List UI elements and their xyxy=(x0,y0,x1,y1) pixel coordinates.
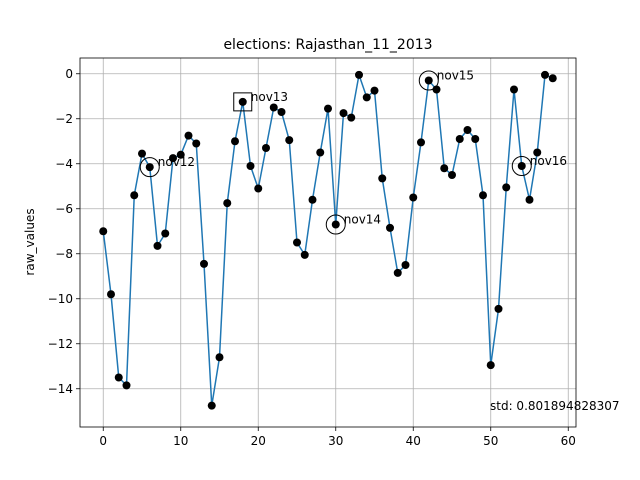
data-point xyxy=(107,290,115,299)
data-point xyxy=(510,85,518,94)
data-point xyxy=(471,135,480,143)
data-point xyxy=(533,148,542,157)
data-point xyxy=(440,164,449,173)
y-tick-label: −6 xyxy=(55,202,73,216)
y-tick-label: −12 xyxy=(48,337,73,351)
data-point xyxy=(207,401,216,410)
data-point xyxy=(409,193,418,202)
data-point xyxy=(378,174,387,183)
series-layer xyxy=(99,70,557,410)
data-point xyxy=(254,184,263,193)
data-point xyxy=(494,304,503,313)
y-tick-label: 0 xyxy=(65,67,73,81)
std-text: std: 0.801894828307 xyxy=(490,399,620,413)
data-point xyxy=(99,227,108,236)
annotation-label: nov14 xyxy=(344,213,381,227)
data-point xyxy=(355,70,363,79)
data-point xyxy=(262,144,270,152)
x-tick-label: 20 xyxy=(251,434,266,448)
data-point xyxy=(246,162,255,170)
data-point xyxy=(300,250,309,259)
data-point xyxy=(293,238,301,247)
series-line xyxy=(102,71,554,406)
annotation-label: nov15 xyxy=(437,69,474,83)
data-point xyxy=(114,373,123,382)
data-point xyxy=(393,268,402,277)
plot-frame xyxy=(79,57,577,428)
data-point xyxy=(269,103,278,112)
x-tick-label: 10 xyxy=(173,434,188,448)
y-tick-label: −10 xyxy=(48,292,73,306)
data-point xyxy=(215,353,224,362)
data-point xyxy=(316,148,325,157)
data-point xyxy=(331,220,340,229)
ticks: 0 10 20 30 40 50 60 0 −2 −4 −6 −8 −10 −12 −14 xyxy=(48,67,576,448)
annotation-marker-circle xyxy=(325,214,346,235)
data-point xyxy=(502,183,511,192)
chart-title: elections: Rajasthan_11_2013 xyxy=(223,37,432,53)
data-point xyxy=(192,139,201,148)
data-point xyxy=(324,104,332,113)
annotation-label: nov13 xyxy=(251,90,288,104)
data-point xyxy=(277,108,286,116)
data-point xyxy=(184,131,193,140)
data-point xyxy=(448,171,456,179)
data-point xyxy=(401,261,410,269)
data-point xyxy=(161,229,170,238)
y-tick-label: −4 xyxy=(55,157,73,171)
annotation-label: nov16 xyxy=(530,154,567,168)
x-tick-label: 30 xyxy=(328,434,343,448)
data-point xyxy=(479,191,487,200)
annotations: nov12 nov13 nov14 nov15 nov16 xyxy=(139,69,567,235)
data-point xyxy=(145,163,154,172)
data-point xyxy=(541,70,549,79)
data-point xyxy=(176,150,185,159)
data-point xyxy=(122,381,131,390)
data-point xyxy=(138,149,146,158)
y-axis-label: raw_values xyxy=(23,208,37,275)
annotation-label: nov12 xyxy=(158,155,195,169)
y-tick-label: −8 xyxy=(55,247,73,261)
data-point xyxy=(386,223,394,232)
data-point xyxy=(130,191,139,200)
annotation-marker-circle xyxy=(139,157,160,178)
data-point xyxy=(463,126,472,134)
data-point xyxy=(525,195,534,204)
data-point xyxy=(169,154,177,163)
x-tick-label: 0 xyxy=(99,434,107,448)
data-point xyxy=(362,93,371,102)
data-point xyxy=(370,86,379,95)
data-point xyxy=(517,162,526,170)
x-tick-label: 50 xyxy=(483,434,498,448)
data-point xyxy=(548,74,557,83)
annotation-marker-circle xyxy=(511,156,532,176)
annotation-marker-square xyxy=(233,92,253,112)
data-point xyxy=(347,113,356,122)
x-tick-label: 60 xyxy=(561,434,576,448)
data-point xyxy=(455,135,464,143)
data-point xyxy=(285,136,294,145)
y-tick-label: −2 xyxy=(55,112,73,126)
data-point xyxy=(339,109,348,118)
data-point xyxy=(308,195,317,204)
data-point xyxy=(231,137,239,146)
data-point xyxy=(223,199,232,208)
y-tick-label: −14 xyxy=(48,382,73,396)
data-point xyxy=(486,361,495,370)
data-point xyxy=(238,97,247,106)
data-point xyxy=(200,259,208,268)
data-point xyxy=(417,138,425,147)
data-point xyxy=(153,241,162,250)
x-tick-label: 40 xyxy=(406,434,421,448)
annotation-marker-circle xyxy=(418,70,439,91)
data-point xyxy=(424,76,433,85)
